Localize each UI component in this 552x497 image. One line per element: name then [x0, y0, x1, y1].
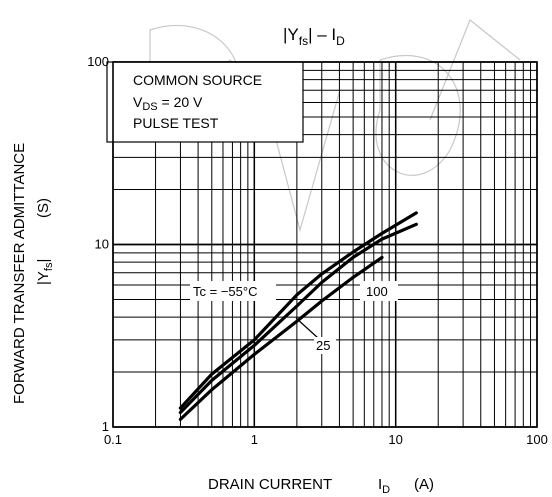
series-line-0	[178, 211, 418, 410]
chart-title-main: |Y	[283, 25, 299, 44]
conditions-box-background	[106, 61, 304, 143]
y-axis-symbol-end: |	[35, 259, 52, 263]
y-axis-symbol-main: |Y	[35, 271, 52, 285]
y-tick-label: 100	[87, 54, 109, 69]
series-label-minus55: Tc = −55°C	[193, 284, 257, 299]
series-labels: Tc = −55°C 25 100	[190, 281, 398, 354]
series-label-25: 25	[316, 338, 330, 353]
x-axis-symbol-sub: D	[382, 484, 390, 496]
x-tick-label: 100	[526, 432, 548, 447]
conditions-line-3: PULSE TEST	[133, 115, 219, 131]
conditions-vds-symbol: V	[133, 94, 143, 110]
series-label-100-bg	[360, 281, 398, 301]
series-label-100: 100	[366, 284, 388, 299]
chart-title-sub2: D	[336, 34, 345, 48]
series-line-1	[178, 222, 418, 415]
y-tick-label: 10	[95, 237, 109, 252]
x-axis-symbol-main: I	[378, 476, 382, 493]
y-axis-label: FORWARD TRANSFER ADMITTANCE	[11, 143, 28, 404]
x-axis-symbol: ID	[378, 476, 390, 496]
y-axis-unit: (S)	[35, 198, 52, 218]
conditions-box: COMMON SOURCE VDS = 20 V PULSE TEST	[106, 61, 304, 143]
x-tick-label: 0.1	[104, 432, 122, 447]
series-line-2	[178, 255, 384, 421]
chart-title-sub: fs	[299, 34, 308, 48]
y-axis-symbol: |Yfs|	[35, 259, 55, 285]
conditions-line-2: VDS = 20 V	[133, 94, 203, 113]
chart-title: |Yfs| – ID	[283, 25, 345, 48]
series-label-25-leader	[295, 317, 319, 339]
chart-title-mid: | – I	[308, 25, 336, 44]
conditions-vds-subscript: DS	[142, 101, 157, 113]
series-label-25-bg	[314, 337, 336, 354]
x-tick-label: 1	[251, 432, 258, 447]
conditions-vds-value: = 20 V	[158, 94, 203, 110]
conditions-line-1: COMMON SOURCE	[133, 72, 262, 88]
series-label-minus55-bg	[190, 281, 276, 301]
x-axis-label: DRAIN CURRENT	[208, 476, 332, 493]
y-tick-label: 1	[102, 419, 109, 434]
plot-frame	[112, 61, 538, 428]
curve-layer	[178, 211, 418, 421]
y-axis-symbol-sub: fs	[43, 262, 55, 271]
x-tick-label: 10	[388, 432, 402, 447]
x-axis-unit: (A)	[414, 476, 434, 493]
